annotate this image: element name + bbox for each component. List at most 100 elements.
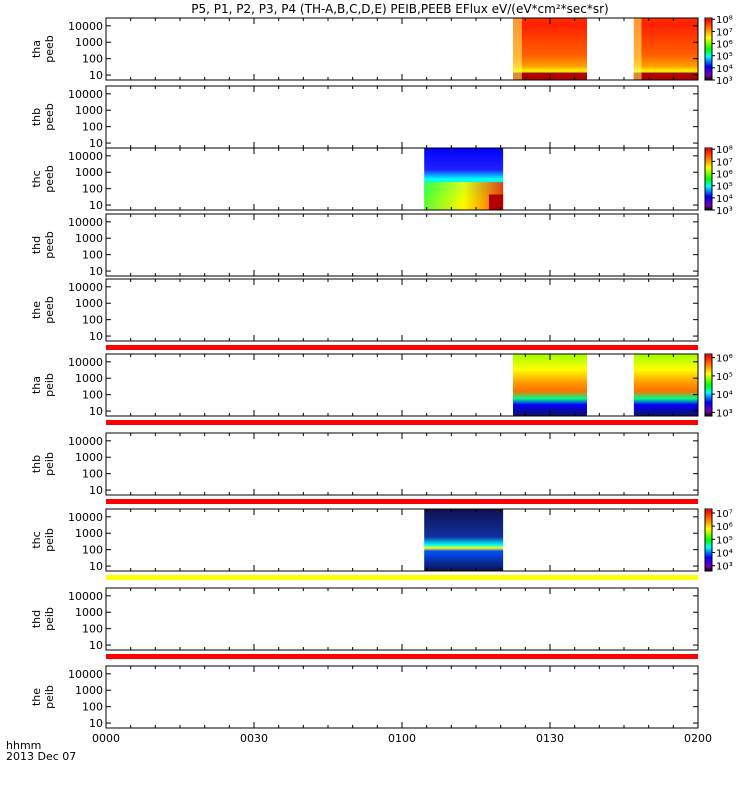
panel-product-label-tha-peib: peib [43, 373, 56, 397]
y-tick-label-tha-peib: 10 [89, 405, 103, 418]
panel-frame-tha-peeb [105, 17, 699, 81]
flag-bar-thb-peib [106, 499, 698, 504]
colorbar-tick-label-thc-peeb: 10⁸ [716, 145, 733, 156]
y-tick-label-tha-peib: 10000 [68, 356, 103, 369]
colorbar-thc-peib [704, 508, 713, 572]
colorbar-tick-label-tha-peeb: 10³ [716, 76, 733, 87]
colorbar-tick-label-tha-peeb: 10⁵ [716, 52, 733, 63]
colorbar-tick-label-thc-peeb: 10⁷ [716, 157, 733, 168]
panel-thb-peeb: 10 100 1000 10000 thb peeb [30, 85, 699, 150]
panel-thd-peeb: 10 100 1000 10000 thd peeb [30, 213, 699, 278]
x-axis-label-date: 2013 Dec 07 [6, 750, 76, 763]
colorbar-tick-label-thc-peib: 10³ [716, 562, 733, 573]
y-tick-label-thb-peeb: 10000 [68, 88, 103, 101]
y-tick-label-tha-peeb: 10 [89, 69, 103, 82]
x-tick-label: 0000 [92, 732, 120, 745]
colorbar-tick-label-tha-peib: 10⁴ [716, 390, 733, 401]
x-tick-label: 0030 [240, 732, 268, 745]
y-tick-label-thc-peib: 10000 [68, 511, 103, 524]
spectrogram-segment-tha-peib [633, 354, 698, 416]
panel-frame-the-peib [105, 665, 699, 729]
panel-thd-peib: 10 100 1000 10000 thd peib [30, 587, 699, 659]
colorbar-tick-label-thc-peib: 10⁶ [716, 522, 733, 533]
y-tick-label-tha-peib: 1000 [75, 372, 103, 385]
panel-frame-thd-peeb [105, 213, 699, 277]
panel-frame-thb-peib [105, 432, 699, 496]
y-tick-label-thc-peib: 1000 [75, 527, 103, 540]
y-tick-label-the-peib: 100 [82, 701, 103, 714]
y-tick-label-the-peeb: 1000 [75, 297, 103, 310]
y-tick-label-thc-peib: 100 [82, 544, 103, 557]
panel-probe-label-thd-peib: thd [30, 610, 43, 628]
x-tick-label: 0200 [684, 732, 712, 745]
x-tick-label: 0100 [388, 732, 416, 745]
colorbar-tick-label-tha-peib: 10⁵ [716, 372, 733, 383]
y-tick-label-tha-peeb: 10000 [68, 20, 103, 33]
panel-frame-the-peeb [105, 278, 699, 342]
colorbar-tick-label-tha-peib: 10³ [716, 408, 733, 419]
flag-bar-thc-peib [106, 575, 698, 580]
colorbar-tick-label-tha-peeb: 10⁸ [716, 15, 733, 26]
panel-probe-label-the-peeb: the [30, 301, 43, 319]
y-tick-label-thc-peeb: 1000 [75, 166, 103, 179]
panel-probe-label-thd-peeb: thd [30, 236, 43, 254]
flag-bar-tha-peib [106, 420, 698, 425]
panel-probe-label-thb-peeb: thb [30, 108, 43, 126]
y-tick-label-thd-peeb: 1000 [75, 232, 103, 245]
panel-probe-label-tha-peeb: tha [30, 40, 43, 58]
colorbar-tick-label-thc-peeb: 10⁴ [716, 194, 733, 205]
colorbar-tha-peeb [704, 17, 713, 81]
spectrogram-segment-thc-peib [424, 509, 504, 571]
panel-tha-peib: 10 100 1000 10000 tha peib 10⁶ 10⁵ 10⁴ 10³ [30, 353, 733, 425]
y-tick-label-thb-peib: 10 [89, 484, 103, 497]
panel-probe-label-tha-peib: tha [30, 376, 43, 394]
spectrogram-segment-tha-peeb [633, 18, 698, 80]
y-tick-label-thd-peeb: 100 [82, 249, 103, 262]
y-tick-label-the-peeb: 100 [82, 314, 103, 327]
y-tick-label-the-peeb: 10 [89, 330, 103, 343]
x-tick-label: 0130 [536, 732, 564, 745]
panel-the-peeb: 10 100 1000 10000 the peeb [30, 278, 699, 350]
colorbar-thc-peeb [704, 147, 713, 211]
y-tick-label-thb-peib: 10000 [68, 435, 103, 448]
spectrogram-hot-spot-thc-peeb [488, 194, 504, 210]
colorbar-tick-label-thc-peib: 10⁷ [716, 509, 733, 520]
panel-thc-peib: 10 100 1000 10000 thc peib 10⁷ 10⁶ 10⁵ 10⁴ 10³ [30, 508, 733, 580]
y-tick-label-thc-peeb: 10 [89, 199, 103, 212]
y-tick-label-thd-peeb: 10 [89, 265, 103, 278]
y-tick-label-thb-peib: 100 [82, 468, 103, 481]
panel-product-label-thb-peeb: peeb [43, 103, 56, 131]
spectrogram-floor-tha-peeb [633, 73, 698, 80]
colorbar-tick-label-thc-peeb: 10⁵ [716, 182, 733, 193]
panel-probe-label-thc-peeb: thc [30, 170, 43, 187]
spectrogram-segment-tha-peib [513, 354, 587, 416]
x-axis-label-hhmm: hhmm [6, 739, 41, 752]
colorbar-tick-label-tha-peeb: 10⁴ [716, 64, 733, 75]
flag-bar-the-peeb [106, 345, 698, 350]
colorbar-tick-label-thc-peeb: 10³ [716, 206, 733, 217]
panel-product-label-thc-peeb: peeb [43, 165, 56, 193]
y-tick-label-thb-peeb: 10 [89, 137, 103, 150]
panel-probe-label-thb-peib: thb [30, 455, 43, 473]
panel-product-label-thb-peib: peib [43, 452, 56, 476]
y-tick-label-thc-peib: 10 [89, 560, 103, 573]
panel-the-peib: 10 100 1000 10000 the peib [30, 665, 699, 730]
panel-frame-thb-peeb [105, 85, 699, 149]
panel-frame-thd-peib [105, 587, 699, 651]
y-tick-label-tha-peeb: 1000 [75, 36, 103, 49]
colorbar-tick-label-tha-peib: 10⁶ [716, 354, 733, 365]
panel-product-label-the-peib: peib [43, 685, 56, 709]
panel-product-label-thd-peib: peib [43, 607, 56, 631]
spectrogram-segment-tha-peeb [513, 18, 587, 80]
y-tick-label-thd-peib: 10000 [68, 590, 103, 603]
colorbar-tick-label-tha-peeb: 10⁷ [716, 27, 733, 38]
spectrogram-edge-tha-peeb [513, 18, 522, 80]
y-tick-label-thb-peeb: 1000 [75, 104, 103, 117]
colorbar-tick-label-thc-peib: 10⁴ [716, 549, 733, 560]
y-tick-label-thd-peib: 10 [89, 639, 103, 652]
y-tick-label-thc-peeb: 100 [82, 183, 103, 196]
